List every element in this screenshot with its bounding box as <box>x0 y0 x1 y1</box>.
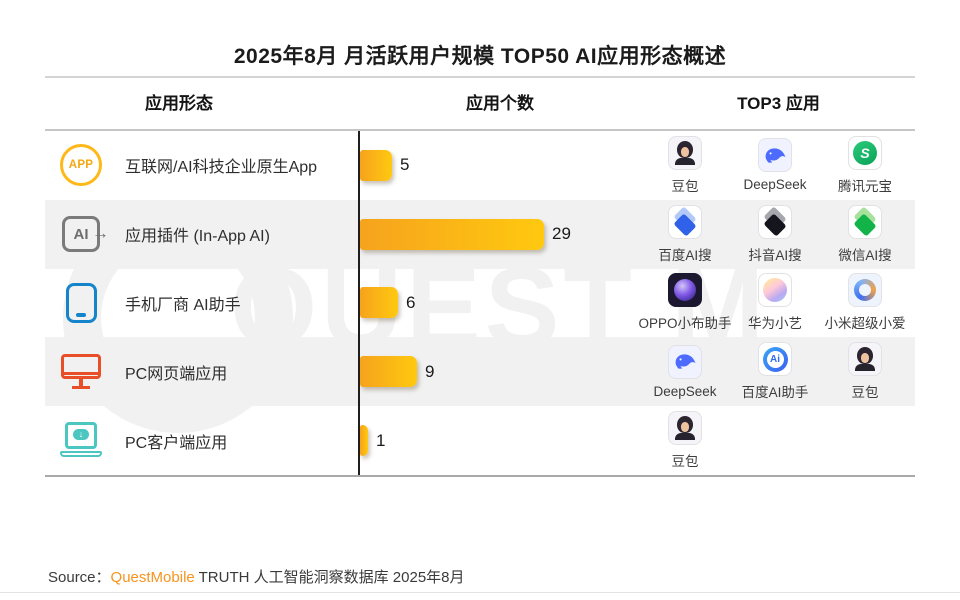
table-row: ↓ PC客户端应用 1 豆包 <box>45 406 915 475</box>
top3-app-name: 百度AI助手 <box>741 385 809 401</box>
source-line: Source：QuestMobile TRUTH 人工智能洞察数据库 2025年… <box>48 566 465 587</box>
native-app-icon: APP <box>60 144 102 187</box>
top3-app: Ai 百度AI助手 <box>730 342 820 401</box>
column-header-top3: TOP3 应用 <box>737 94 820 113</box>
baidu-ai-assistant-icon: Ai <box>758 342 792 377</box>
form-label: PC客户端应用 <box>125 434 228 452</box>
page-title: 2025年8月 月活跃用户规模 TOP50 AI应用形态概述 <box>233 45 727 68</box>
bar-cell: 5 <box>358 131 640 200</box>
top3-app-name: DeepSeek <box>653 383 717 399</box>
top3-cell: 豆包 DeepSeek S 腾讯元宝 <box>640 131 915 200</box>
form-cell: APP 互联网/AI科技企业原生App <box>45 131 358 200</box>
top3-app: 小米超级小爱 <box>820 273 910 332</box>
doubao-icon <box>668 411 702 446</box>
top3-app: DeepSeek <box>640 344 730 399</box>
count-bar <box>360 149 392 181</box>
table-row: AI → 应用插件 (In-App AI) 29 百度AI搜 <box>45 199 915 269</box>
top3-app: 华为小艺 <box>730 273 820 332</box>
top3-app: 百度AI搜 <box>640 204 730 264</box>
title-divider <box>45 76 915 78</box>
form-cell: ↓ PC客户端应用 <box>45 406 358 475</box>
douyin-ai-search-icon <box>758 204 792 239</box>
source-brand: QuestMobile <box>110 569 195 586</box>
monitor-icon <box>60 352 102 392</box>
count-value: 1 <box>376 430 386 450</box>
form-label: 应用插件 (In-App AI) <box>125 228 270 246</box>
top3-app: 豆包 <box>640 411 730 470</box>
top3-app-name: 豆包 <box>671 178 699 194</box>
top3-cell: 百度AI搜 抖音AI搜 微信AI搜 <box>640 200 915 269</box>
count-value: 9 <box>425 361 435 381</box>
top3-cell: 豆包 <box>640 406 915 475</box>
table-row: APP 互联网/AI科技企业原生App 5 豆包 DeepS <box>45 131 915 200</box>
top3-app: S 腾讯元宝 <box>820 135 910 195</box>
top3-app: DeepSeek <box>730 138 820 192</box>
top3-app-name: 腾讯元宝 <box>838 178 892 194</box>
oppo-xiaobu-icon <box>668 273 702 308</box>
count-value: 29 <box>552 224 571 244</box>
top3-app-name: 微信AI搜 <box>838 247 892 263</box>
table-row: PC网页端应用 9 DeepSeek Ai 百度AI助手 <box>45 337 915 407</box>
source-prefix: Source： <box>48 569 111 586</box>
bar-cell: 29 <box>358 200 640 269</box>
count-value: 6 <box>406 292 416 312</box>
count-bar <box>360 425 368 457</box>
column-header-count: 应用个数 <box>466 94 534 113</box>
bar-cell: 1 <box>358 406 640 475</box>
tencent-yuanbao-icon: S <box>848 135 882 170</box>
top3-app-name: 豆包 <box>671 454 699 470</box>
top3-app-name: 抖音AI搜 <box>748 247 802 263</box>
table-row: 手机厂商 AI助手 6 OPPO小布助手 华为小艺 <box>45 269 915 338</box>
weixin-ai-search-icon <box>848 204 882 239</box>
form-cell: PC网页端应用 <box>45 337 358 406</box>
top3-app-name: 小米超级小爱 <box>824 316 906 332</box>
form-cell: 手机厂商 AI助手 <box>45 269 358 338</box>
app-form-table: QUEST MOBILE APP 互联网/AI科技企业原生App 5 豆包 <box>45 129 915 477</box>
laptop-download-icon: ↓ <box>58 421 104 461</box>
form-label: PC网页端应用 <box>125 365 228 383</box>
top3-app: OPPO小布助手 <box>638 273 732 332</box>
top3-app: 抖音AI搜 <box>730 204 820 264</box>
phone-icon <box>65 282 97 323</box>
count-bar <box>360 218 544 250</box>
top3-app-name: 华为小艺 <box>748 316 802 332</box>
top3-app: 微信AI搜 <box>820 204 910 264</box>
in-app-ai-icon: AI → <box>62 216 109 253</box>
deepseek-icon <box>668 344 702 379</box>
form-label: 手机厂商 AI助手 <box>125 296 241 314</box>
form-cell: AI → 应用插件 (In-App AI) <box>45 200 358 269</box>
top3-cell: OPPO小布助手 华为小艺 小米超级小爱 <box>638 269 915 338</box>
doubao-icon <box>668 135 702 170</box>
bottom-divider <box>0 592 960 593</box>
huawei-xiaoyi-icon <box>758 273 792 308</box>
source-rest: TRUTH 人工智能洞察数据库 2025年8月 <box>194 569 465 586</box>
deepseek-icon <box>758 138 792 173</box>
top3-app: 豆包 <box>820 342 910 401</box>
bar-cell: 9 <box>358 337 640 406</box>
top3-cell: DeepSeek Ai 百度AI助手 豆包 <box>640 337 915 406</box>
bar-axis-line <box>358 131 360 475</box>
count-bar <box>360 356 417 388</box>
doubao-icon <box>848 342 882 377</box>
top3-app-name: 豆包 <box>851 385 879 401</box>
count-bar <box>360 287 398 319</box>
xiaomi-xiaoai-icon <box>848 273 882 308</box>
top3-app-name: 百度AI搜 <box>658 247 712 263</box>
column-header-form: 应用形态 <box>145 94 213 113</box>
bar-cell: 6 <box>358 269 640 338</box>
form-label: 互联网/AI科技企业原生App <box>125 159 318 177</box>
top3-app: 豆包 <box>640 135 730 195</box>
top3-app-name: OPPO小布助手 <box>638 316 732 332</box>
arrow-right-icon: → <box>92 223 109 243</box>
count-value: 5 <box>400 155 410 175</box>
top3-app-name: DeepSeek <box>743 177 807 193</box>
baidu-ai-search-icon <box>668 204 702 239</box>
